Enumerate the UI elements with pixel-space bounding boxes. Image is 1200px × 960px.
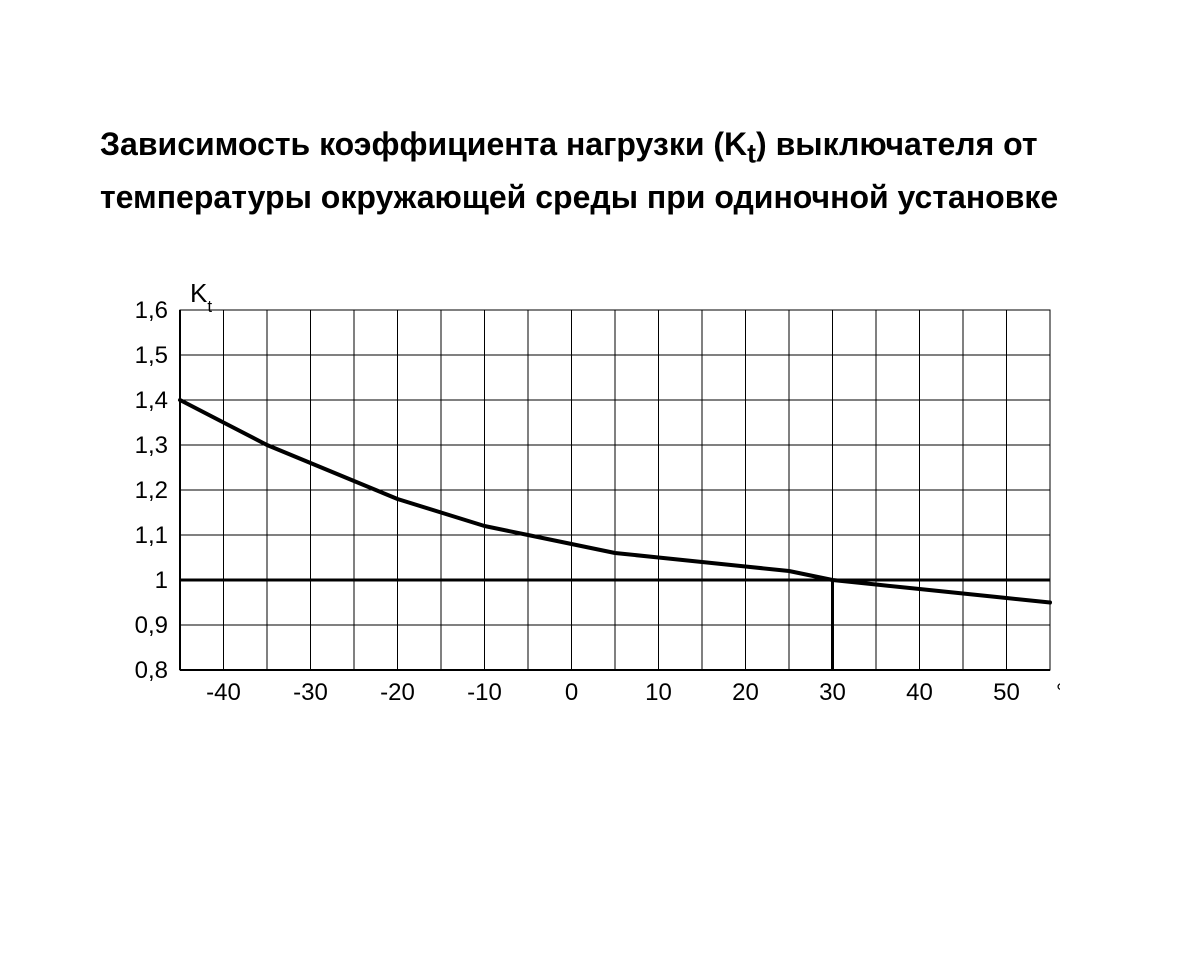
y-tick-label: 1,6 [135,297,168,324]
y-tick-label: 1 [155,567,168,594]
y-tick-label: 1,5 [135,342,168,369]
title-subscript: t [747,138,756,168]
x-tick-label: -10 [467,679,502,706]
x-tick-label: 20 [732,679,759,706]
title-line2: температуры окружающей среды при одиночн… [100,179,1058,215]
y-tick-label: 0,9 [135,612,168,639]
y-tick-label: 1,1 [135,522,168,549]
y-tick-label: 1,4 [135,387,168,414]
x-unit-label: °C [1056,679,1060,706]
x-tick-label: 10 [645,679,672,706]
x-tick-label: 30 [819,679,846,706]
x-tick-label: -20 [380,679,415,706]
chart-container: -40 -30 -20 -10 0 10 20 30 40 50 °C 0,8 0,9 1 1,1 1,2 1,… [100,280,1060,725]
x-tick-label: -30 [293,679,328,706]
line-chart: -40 -30 -20 -10 0 10 20 30 40 50 °C 0,8 0,9 1 1,1 1,2 1,… [100,280,1060,720]
x-tick-label: 40 [906,679,933,706]
chart-title: Зависимость коэффициента нагрузки (Kt) в… [100,120,1100,221]
y-tick-label: 1,2 [135,477,168,504]
title-line1-part1: Зависимость коэффициента нагрузки (K [100,126,747,162]
x-tick-label: 50 [993,679,1020,706]
x-tick-label: 0 [565,679,578,706]
x-tick-label: -40 [206,679,241,706]
title-line1-part2: ) выключателя от [756,126,1038,162]
page: Зависимость коэффициента нагрузки (Kt) в… [0,0,1200,960]
y-tick-label: 0,8 [135,657,168,684]
y-tick-label: 1,3 [135,432,168,459]
